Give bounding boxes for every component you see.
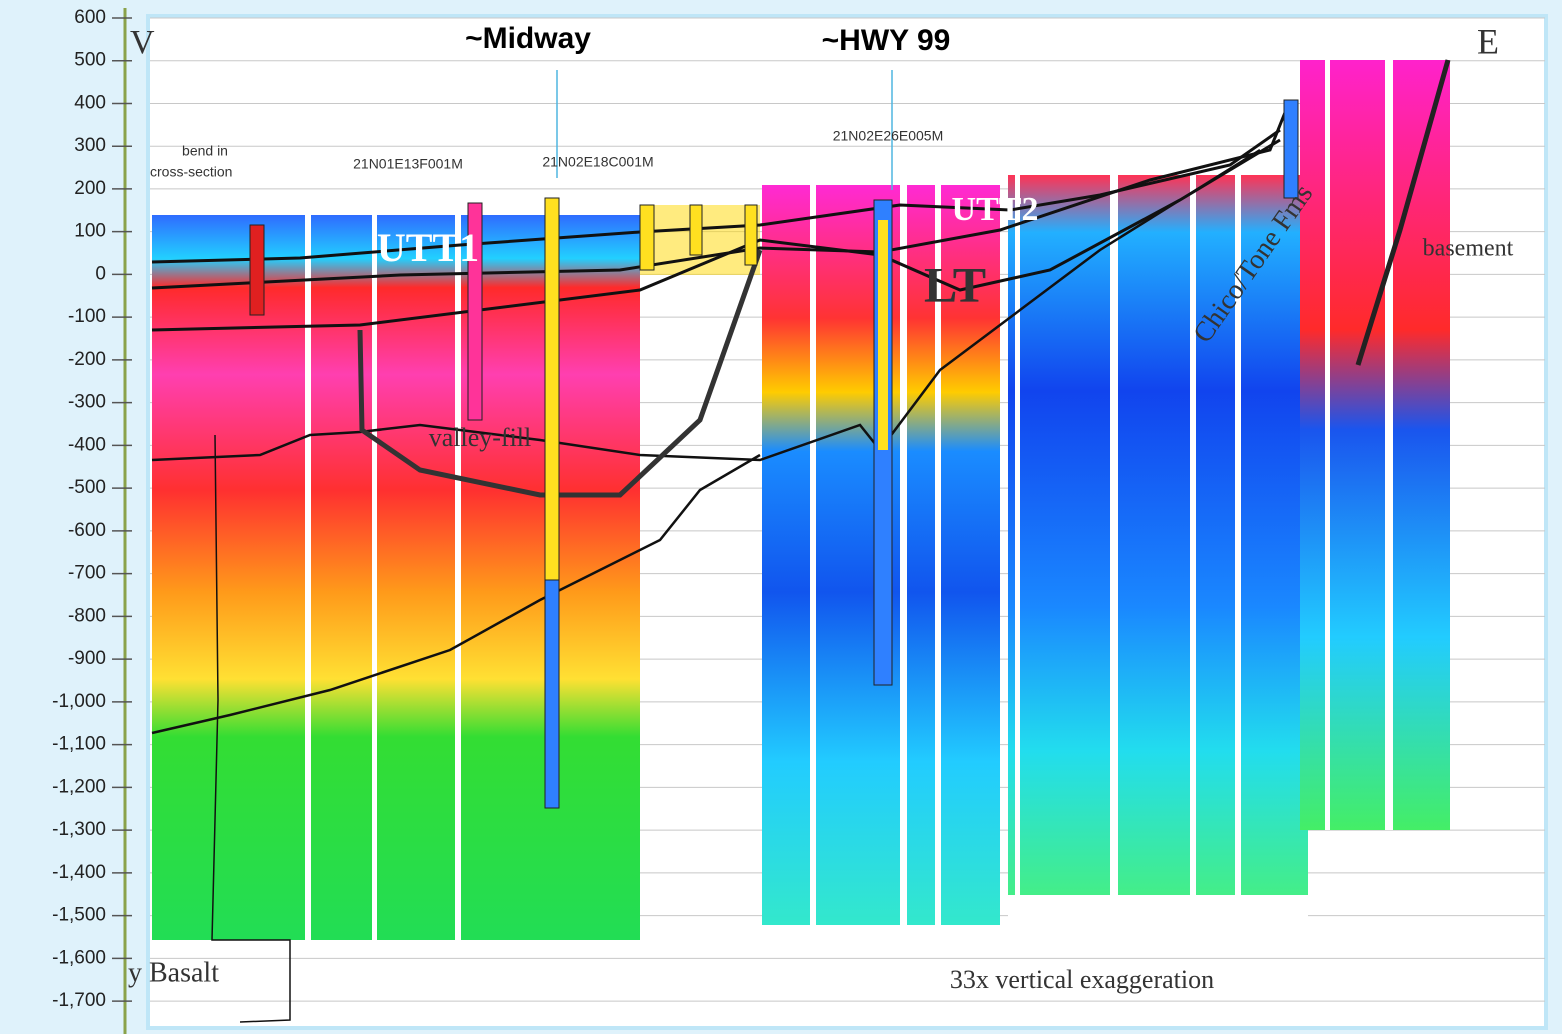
- y-tick-label: -800: [68, 605, 106, 626]
- unit-label: UTT1: [377, 225, 479, 270]
- y-tick-label: -300: [68, 392, 106, 413]
- section-east: [1008, 175, 1308, 895]
- well-log: [250, 225, 264, 315]
- unit-label: basement: [1423, 236, 1514, 262]
- y-tick-label: -1,600: [52, 947, 106, 968]
- direction-label: V: [130, 24, 155, 61]
- y-tick-label: -1,000: [52, 691, 106, 712]
- well-id: 21N02E18C001M: [542, 154, 653, 170]
- well-log: [640, 205, 654, 270]
- unit-label: UTT2: [952, 191, 1039, 228]
- well-log: [690, 205, 702, 255]
- y-tick-label: -1,400: [52, 862, 106, 883]
- annotation: 33x vertical exaggeration: [950, 965, 1214, 994]
- y-ticks: 600 500 400 300 200 100 0 -100 -200 -300 -400 -500 -…: [52, 7, 132, 1011]
- y-tick-label: -900: [68, 648, 106, 669]
- page: 600 500 400 300 200 100 0 -100 -200 -300 -400 -500 -…: [0, 0, 1562, 1034]
- y-tick-label: 300: [74, 135, 106, 156]
- annotation: cross-section: [150, 164, 232, 180]
- section-west: [152, 215, 640, 940]
- section-far-east: [1300, 60, 1450, 830]
- direction-label: E: [1477, 21, 1499, 61]
- y-tick-label: 400: [74, 92, 106, 113]
- annotation: bend in: [182, 143, 228, 159]
- well-id: 21N01E13F001M: [353, 156, 463, 172]
- y-tick-label: -400: [68, 434, 106, 455]
- annotation: ~Midway: [465, 22, 591, 55]
- y-tick-label: 500: [74, 50, 106, 71]
- y-tick-label: -1,100: [52, 734, 106, 755]
- y-tick-label: -700: [68, 563, 106, 584]
- y-tick-label: -1,700: [52, 990, 106, 1011]
- y-tick-label: -1,200: [52, 776, 106, 797]
- y-tick-label: 100: [74, 221, 106, 242]
- unit-label: LT: [924, 256, 986, 312]
- well-log: [878, 220, 888, 450]
- y-tick-label: -500: [68, 477, 106, 498]
- unit-label: valley-fill: [429, 423, 532, 452]
- y-tick-label: -200: [68, 349, 106, 370]
- well-log: [545, 580, 559, 808]
- annotation: y Basalt: [128, 957, 219, 988]
- y-tick-label: 200: [74, 178, 106, 199]
- y-tick-label: -100: [68, 306, 106, 327]
- y-tick-label: 600: [74, 7, 106, 28]
- well-id: 21N02E26E005M: [833, 128, 944, 144]
- annotation: ~HWY 99: [822, 24, 951, 57]
- y-tick-label: -1,500: [52, 905, 106, 926]
- chart: 600 500 400 300 200 100 0 -100 -200 -300 -400 -500 -…: [0, 0, 1562, 1034]
- y-tick-label: -600: [68, 520, 106, 541]
- well-log: [745, 205, 757, 265]
- y-tick-label: -1,300: [52, 819, 106, 840]
- y-tick-label: 0: [95, 263, 106, 284]
